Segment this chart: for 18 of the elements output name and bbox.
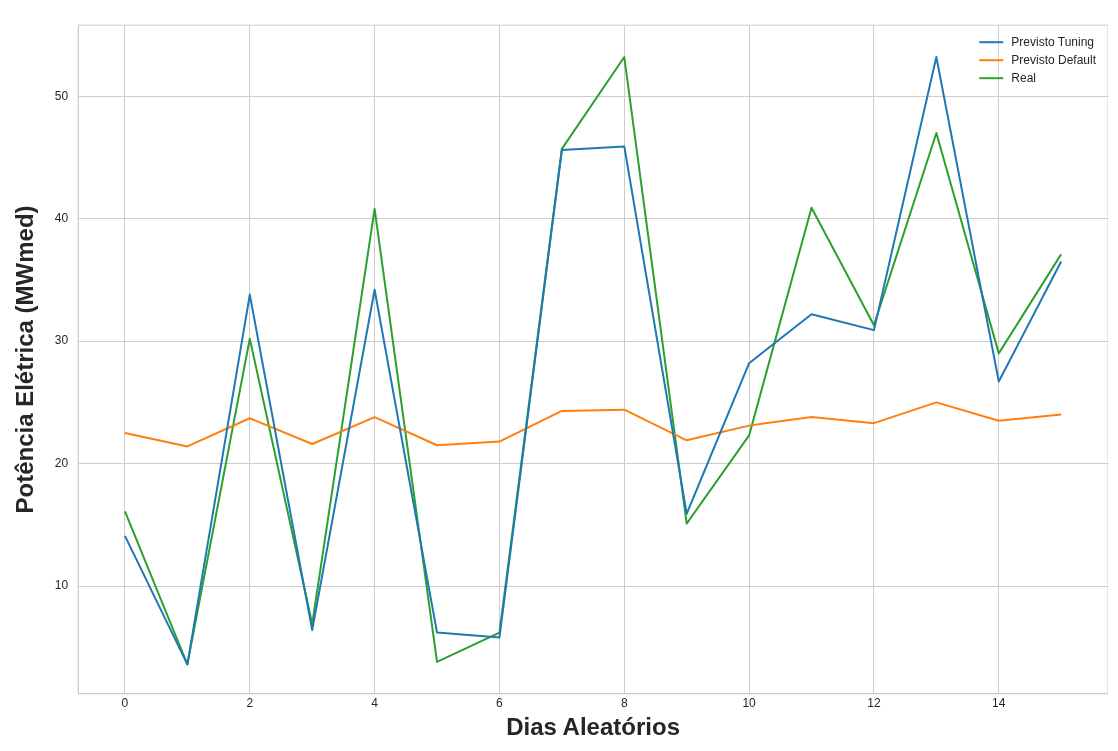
x-tick-label: 4 [371, 696, 379, 711]
x-tick-label: 0 [121, 696, 129, 711]
y-tick-label: 40 [54, 210, 69, 225]
x-tick-label: 12 [867, 696, 881, 711]
y-axis-title: Potência Elétrica (MWmed) [11, 205, 39, 514]
legend-label: Previsto Default [1011, 52, 1097, 67]
x-tick-label: 8 [620, 696, 628, 711]
legend-label: Previsto Tuning [1011, 34, 1095, 49]
y-tick-label: 10 [54, 578, 69, 593]
legend-label: Real [1011, 70, 1036, 85]
x-tick-label: 10 [742, 696, 757, 711]
x-tick-label: 14 [992, 696, 1006, 711]
y-tick-label: 30 [54, 333, 69, 348]
y-tick-label: 20 [54, 455, 69, 470]
x-axis-title: Dias Aleatórios [506, 713, 680, 741]
x-tick-label: 2 [246, 696, 254, 711]
x-tick-label: 6 [496, 696, 504, 711]
y-tick-label: 50 [54, 88, 69, 103]
